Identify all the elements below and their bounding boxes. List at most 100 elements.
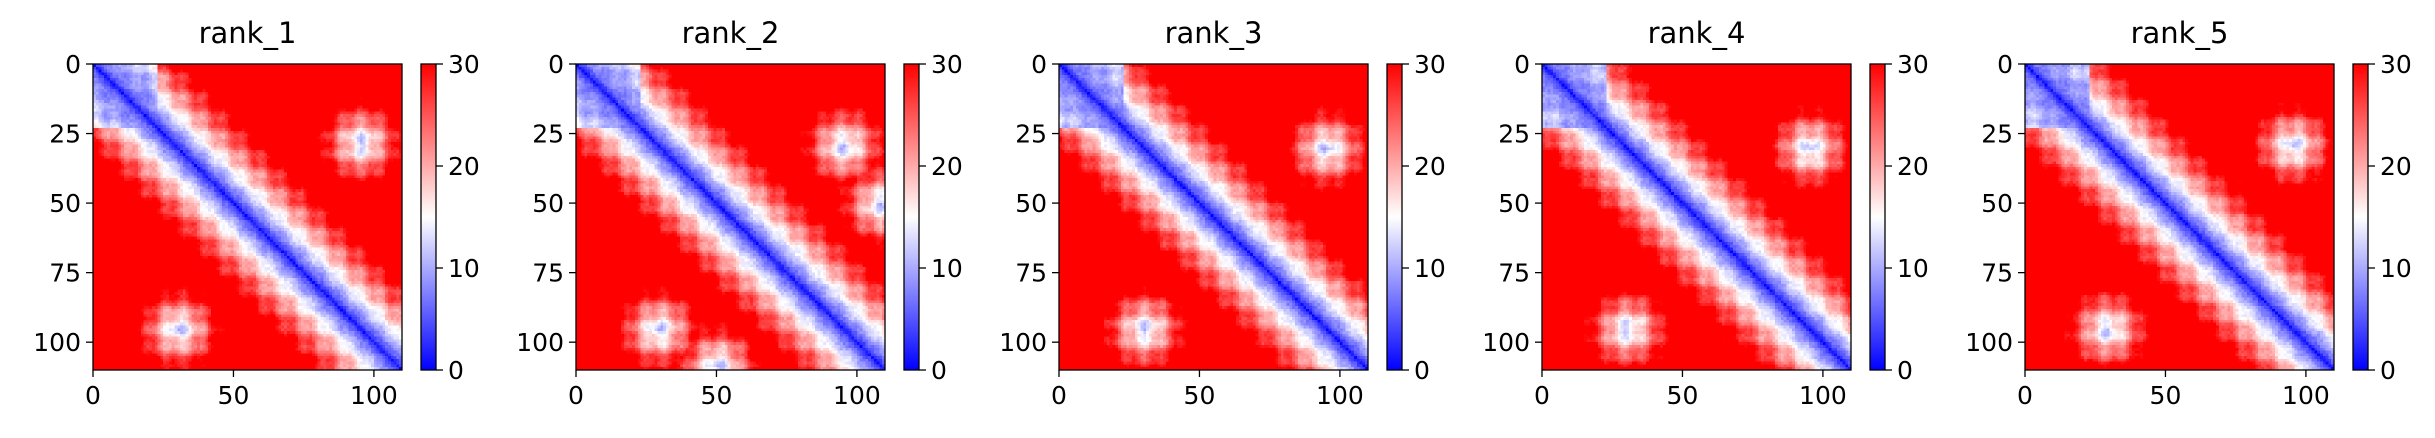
heatmap-cell	[351, 70, 354, 73]
heatmap-cell	[292, 81, 295, 84]
heatmap-cell	[124, 100, 127, 103]
heatmap-cell	[242, 78, 245, 81]
heatmap-cell	[295, 83, 298, 86]
heatmap-cell	[374, 67, 377, 70]
heatmap-cell	[203, 97, 206, 100]
heatmap-cell	[312, 83, 315, 86]
heatmap-cell	[107, 95, 110, 98]
heatmap-cell	[259, 86, 262, 89]
heatmap-cell	[281, 95, 284, 98]
heatmap-cell	[160, 81, 163, 84]
heatmap-cell	[394, 111, 397, 114]
heatmap-cell	[326, 103, 329, 106]
heatmap-cell	[104, 114, 107, 117]
heatmap-cell	[205, 97, 208, 100]
heatmap-cell	[146, 83, 149, 86]
heatmap-cell	[135, 78, 138, 81]
heatmap-cell	[121, 106, 124, 109]
heatmap-cell	[214, 114, 217, 117]
heatmap-cell	[152, 81, 155, 84]
heatmap-cell	[228, 97, 231, 100]
heatmap-cell	[121, 81, 124, 84]
heatmap-cell	[160, 106, 163, 109]
heatmap-cell	[284, 67, 287, 70]
heatmap-cell	[104, 78, 107, 81]
heatmap-cell	[107, 67, 110, 70]
heatmap-cell	[290, 92, 293, 95]
heatmap-cell	[197, 103, 200, 106]
heatmap-cell	[394, 103, 397, 106]
heatmap-cell	[321, 114, 324, 117]
heatmap-cell	[377, 103, 380, 106]
heatmap-cell	[225, 117, 228, 120]
heatmap-cell	[217, 106, 220, 109]
heatmap-cell	[346, 106, 349, 109]
heatmap-cell	[211, 117, 214, 120]
heatmap-cell	[138, 67, 141, 70]
heatmap-cell	[228, 92, 231, 95]
heatmap-cell	[166, 109, 169, 112]
heatmap-cell	[343, 114, 346, 117]
heatmap-cell	[104, 81, 107, 84]
heatmap-cell	[152, 109, 155, 112]
heatmap-cell	[301, 70, 304, 73]
heatmap-cell	[394, 72, 397, 75]
heatmap-cell	[295, 75, 298, 78]
heatmap-cell	[250, 117, 253, 120]
heatmap-cell	[262, 70, 265, 73]
heatmap-cell	[301, 103, 304, 106]
heatmap-cell	[281, 81, 284, 84]
heatmap-cell	[295, 92, 298, 95]
heatmap-cell	[278, 114, 281, 117]
heatmap-cell	[115, 70, 118, 73]
heatmap-cell	[200, 95, 203, 98]
heatmap-cell	[363, 103, 366, 106]
heatmap-cell	[273, 117, 276, 120]
heatmap-cell	[180, 114, 183, 117]
heatmap-cell	[99, 78, 102, 81]
heatmap-cell	[121, 72, 124, 75]
heatmap-cell	[177, 70, 180, 73]
heatmap-cell	[396, 81, 399, 84]
heatmap-cell	[115, 117, 118, 120]
heatmap-cell	[160, 86, 163, 89]
heatmap-cell	[273, 75, 276, 78]
heatmap-cell	[301, 83, 304, 86]
heatmap-cell	[292, 72, 295, 75]
heatmap-cell	[332, 111, 335, 114]
heatmap-cell	[276, 92, 279, 95]
heatmap-cell	[391, 109, 394, 112]
heatmap-cell	[259, 109, 262, 112]
heatmap-cell	[287, 92, 290, 95]
heatmap-cell	[138, 70, 141, 73]
heatmap-cell	[321, 86, 324, 89]
heatmap-cell	[287, 117, 290, 120]
heatmap-cell	[335, 75, 338, 78]
heatmap-cell	[141, 120, 144, 123]
heatmap-cell	[217, 86, 220, 89]
heatmap-cell	[391, 114, 394, 117]
heatmap-cell	[332, 70, 335, 73]
heatmap-cell	[197, 114, 200, 117]
heatmap-cell	[365, 95, 368, 98]
heatmap-cell	[374, 111, 377, 114]
heatmap-cell	[256, 97, 259, 100]
heatmap-cell	[138, 95, 141, 98]
heatmap-cell	[177, 106, 180, 109]
heatmap-cell	[295, 95, 298, 98]
heatmap-cell	[172, 72, 175, 75]
heatmap-cell	[346, 81, 349, 84]
heatmap-cell	[169, 70, 172, 73]
heatmap-cell	[101, 114, 104, 117]
heatmap-cell	[306, 70, 309, 73]
heatmap-cell	[256, 114, 259, 117]
heatmap-cell	[270, 92, 273, 95]
heatmap-cell	[222, 106, 225, 109]
heatmap-cell	[306, 89, 309, 92]
heatmap-cell	[256, 89, 259, 92]
heatmap-cell	[292, 106, 295, 109]
heatmap-cell	[391, 89, 394, 92]
heatmap-cell	[158, 92, 161, 95]
heatmap-cell	[306, 100, 309, 103]
heatmap-cell	[225, 114, 228, 117]
